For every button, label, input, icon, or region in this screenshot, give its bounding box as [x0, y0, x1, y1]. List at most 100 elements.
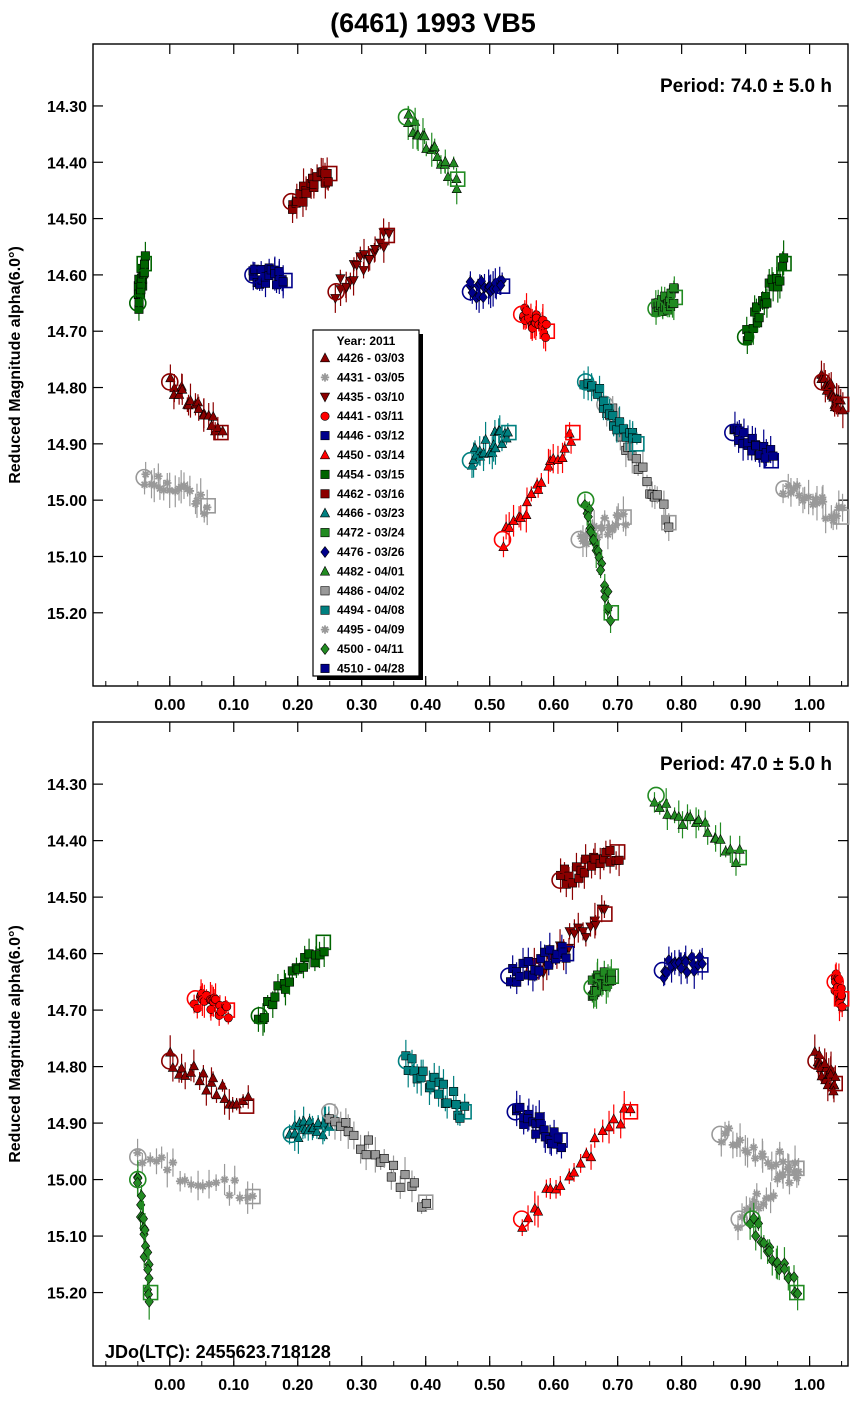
segment-start-marker [647, 786, 665, 805]
data-point [419, 130, 430, 141]
y-tick-label: 15.00 [47, 493, 87, 510]
y-axis: 14.30 14.40 14.50 14.60 14.70 14.80 14.90 15.00… [47, 777, 848, 1303]
data-point [720, 1129, 730, 1138]
data-point [818, 373, 830, 383]
segment-start-marker [461, 451, 480, 470]
data-point [760, 453, 770, 463]
data-point [180, 1176, 190, 1185]
legend-label: 4462 - 03/16 [337, 487, 405, 501]
segment-end-marker [597, 906, 613, 922]
y-tick-label: 14.30 [47, 99, 87, 116]
series-4450 [512, 1091, 639, 1237]
legend-marker [319, 392, 331, 403]
segment-start-marker [506, 1102, 525, 1121]
data-point [603, 530, 613, 539]
data-point [341, 282, 352, 293]
data-point [590, 521, 599, 531]
data-point [812, 499, 822, 508]
segment-end-marker [693, 957, 709, 973]
segment-end-marker [833, 991, 850, 1007]
series-4462 [551, 839, 626, 900]
data-point [175, 1177, 185, 1186]
segment-start-marker [461, 282, 480, 301]
y-tick-label: 14.90 [47, 1116, 87, 1133]
data-point [794, 1167, 803, 1176]
data-point [762, 1194, 771, 1203]
data-point [621, 520, 630, 530]
legend-label: 4454 - 03/15 [337, 467, 405, 481]
data-point [762, 298, 772, 308]
legend-marker [320, 643, 330, 655]
period-annotation: Period: 74.0 ± 5.0 h [660, 76, 832, 97]
data-point [590, 854, 600, 864]
segment-start-marker [730, 1210, 749, 1228]
segment-start-marker [327, 282, 345, 301]
legend-label: 4482 - 04/01 [337, 564, 405, 578]
x-tick-label: 0.80 [666, 1377, 697, 1394]
data-point [449, 1086, 459, 1096]
series-4500 [128, 1160, 805, 1320]
data-point [504, 522, 515, 532]
series-4446 [500, 932, 575, 995]
data-point [564, 427, 575, 438]
series-4426 [160, 360, 850, 441]
data-point [732, 1140, 742, 1150]
data-point [204, 1180, 214, 1189]
x-tick-label: 0.80 [666, 697, 697, 714]
legend-label: 4486 - 04/02 [337, 584, 405, 598]
data-point [811, 494, 821, 504]
segment-end-marker [379, 227, 396, 244]
data-point [198, 1067, 209, 1078]
legend-marker [320, 625, 330, 634]
series-4510 [506, 1090, 568, 1159]
series-4482 [647, 786, 748, 876]
data-point [270, 992, 280, 1002]
segment-end-marker [833, 396, 850, 413]
data-point [150, 480, 159, 490]
data-point [662, 808, 673, 819]
x-tick-label: 0.10 [218, 1377, 249, 1394]
data-point [193, 403, 204, 413]
data-point [614, 512, 623, 521]
data-point [194, 1075, 205, 1086]
data-point [220, 1175, 229, 1184]
data-point [534, 966, 544, 976]
data-point [289, 1127, 300, 1138]
series-4494 [576, 366, 645, 455]
x-tick-label: 1.00 [794, 697, 825, 714]
segment-start-marker [653, 961, 672, 980]
data-point [631, 454, 641, 464]
y-tick-label: 14.40 [47, 834, 87, 851]
data-point [605, 614, 616, 627]
data-point [322, 169, 332, 179]
series-4454 [250, 934, 332, 1036]
data-point [767, 1162, 776, 1171]
data-point [771, 1160, 781, 1169]
panel-period-47h: 14.30 14.40 14.50 14.60 14.70 14.80 14.90 15.00… [7, 721, 850, 1394]
data-point [775, 276, 785, 286]
data-point [828, 516, 838, 525]
data-point [335, 274, 346, 285]
legend-marker [320, 489, 330, 499]
data-point [785, 1178, 794, 1188]
segment-start-marker [724, 423, 742, 442]
data-point [681, 956, 691, 969]
data-point [614, 855, 624, 865]
x-tick-label: 0.20 [282, 1377, 313, 1394]
y-tick-label: 14.50 [47, 212, 87, 229]
data-point [751, 1230, 761, 1242]
data-point [188, 1060, 199, 1071]
data-point [625, 1103, 636, 1114]
data-point [361, 1150, 371, 1160]
segment-end-marker [136, 255, 152, 272]
data-point [432, 151, 443, 162]
series-4431 [135, 461, 850, 534]
data-point [531, 1129, 541, 1139]
data-point [248, 1191, 257, 1201]
jd-footnote: JDo(LTC): 2455623.718128 [105, 1342, 331, 1362]
data-point [198, 1182, 207, 1191]
segment-end-marker [776, 255, 792, 272]
segment-start-marker [775, 480, 793, 498]
segment-end-marker [219, 1002, 236, 1018]
